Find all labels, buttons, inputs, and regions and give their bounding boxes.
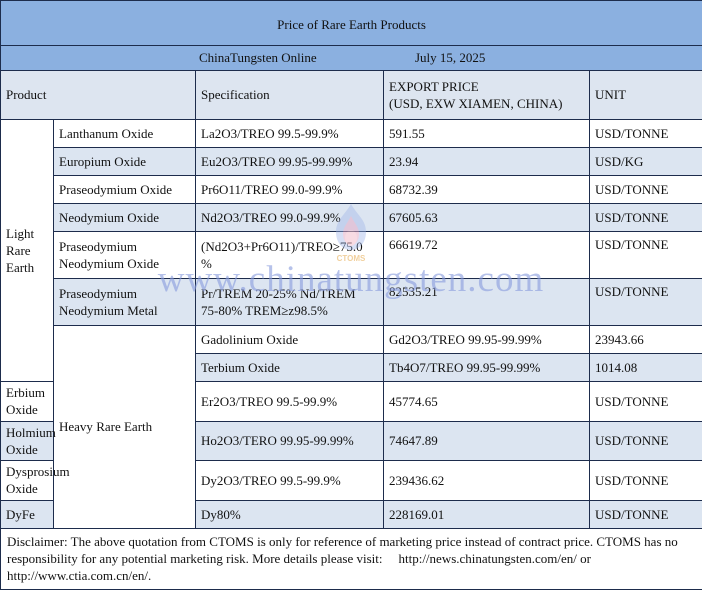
source-label: ChinaTungsten Online [199, 46, 317, 70]
cell-specification: Pr/TREM 20-25% Nd/TREM 75-80% TREM≥z98.5… [196, 279, 384, 326]
cell-price: 45774.65 [384, 382, 590, 422]
column-header-product: Product [1, 71, 196, 120]
group-line-1: Heavy [59, 419, 93, 434]
subtitle-bar: ChinaTungsten Online July 15, 2025 [1, 46, 702, 71]
cell-unit: USD/TONNE [590, 461, 702, 501]
cell-specification: Pr6O11/TREO 99.0-99.9% [196, 176, 384, 204]
date-label: July 15, 2025 [415, 46, 485, 70]
table-row: Praseodymium Neodymium Metal Pr/TREM 20-… [1, 279, 702, 326]
group-line-2: Rare [96, 419, 121, 434]
cell-specification: (Nd2O3+Pr6O11)/TREO≥75.0 % [196, 232, 384, 279]
cell-unit: USD/KG [590, 148, 702, 176]
cell-specification: Dy2O3/TREO 99.5-99.9% [196, 461, 384, 501]
column-header-export-price: EXPORT PRICE (USD, EXW XIAMEN, CHINA) [384, 71, 590, 120]
cell-product: Neodymium Oxide [54, 204, 196, 232]
cell-unit: USD/TONNE [590, 176, 702, 204]
group-line-3: Earth [6, 260, 34, 275]
cell-price: 74647.89 [384, 421, 590, 461]
group-line-3: Earth [124, 419, 152, 434]
disclaimer-conjunction: or [580, 551, 591, 566]
disclaimer-cell: Disclaimer: The above quotation from CTO… [1, 528, 702, 589]
table-row: Neodymium Oxide Nd2O3/TREO 99.0-99.9% 67… [1, 204, 702, 232]
table-row: Heavy Rare Earth Gadolinium Oxide Gd2O3/… [1, 326, 702, 354]
export-price-line1: EXPORT PRICE [389, 78, 584, 95]
cell-price: 228169.01 [384, 500, 590, 528]
group-label-light-rare-earth: Light Rare Earth [1, 120, 54, 382]
cell-price: 66619.72 [384, 232, 590, 279]
cell-price: 82535.21 [384, 279, 590, 326]
disclaimer-link-news[interactable]: http://news.chinatungsten.com/en/ [398, 551, 576, 566]
cell-product: Lanthanum Oxide [54, 120, 196, 148]
cell-unit: USD/TONNE [590, 204, 702, 232]
table-row: Praseodymium Neodymium Oxide (Nd2O3+Pr6O… [1, 232, 702, 279]
group-label-heavy-rare-earth: Heavy Rare Earth [54, 326, 196, 529]
table-row: Praseodymium Oxide Pr6O11/TREO 99.0-99.9… [1, 176, 702, 204]
product-line-1: Praseodymium [59, 285, 190, 302]
product-line-1: Praseodymium [59, 238, 190, 255]
table-row: Europium Oxide Eu2O3/TREO 99.95-99.99% 2… [1, 148, 702, 176]
spec-line-2: 75-80% TREM≥z98.5% [201, 302, 378, 319]
cell-product: Terbium Oxide [196, 354, 384, 382]
subtitle-inner: ChinaTungsten Online July 15, 2025 [1, 46, 702, 70]
cell-price: 239436.62 [384, 461, 590, 501]
cell-product: Praseodymium Neodymium Metal [54, 279, 196, 326]
cell-specification: La2O3/TREO 99.5-99.9% [196, 120, 384, 148]
cell-product: Erbium Oxide [1, 382, 54, 422]
cell-product: Praseodymium Neodymium Oxide [54, 232, 196, 279]
column-header-row: Product Specification EXPORT PRICE (USD,… [1, 71, 702, 120]
cell-product: Europium Oxide [54, 148, 196, 176]
spec-line-1: (Nd2O3+Pr6O11)/TREO≥75.0 [201, 238, 378, 255]
cell-product: Holmium Oxide [1, 421, 54, 461]
cell-product: Praseodymium Oxide [54, 176, 196, 204]
cell-specification: Eu2O3/TREO 99.95-99.99% [196, 148, 384, 176]
cell-price: 23.94 [384, 148, 590, 176]
cell-unit: USD/TONNE [590, 382, 702, 422]
column-header-unit: UNIT [590, 71, 702, 120]
group-line-1: Light [6, 226, 34, 241]
cell-price: 67605.63 [384, 204, 590, 232]
product-line-2: Neodymium Oxide [59, 255, 190, 272]
cell-price: 591.55 [384, 120, 590, 148]
cell-unit: USD/TONNE [590, 232, 702, 279]
cell-product: DyFe [1, 500, 54, 528]
cell-unit: USD/TONNE [590, 421, 702, 461]
spec-line-1: Pr/TREM 20-25% Nd/TREM [201, 285, 378, 302]
cell-product: Dysprosium Oxide [1, 461, 54, 501]
title-row: Price of Rare Earth Products [1, 1, 702, 46]
export-price-line2: (USD, EXW XIAMEN, CHINA) [389, 95, 584, 112]
cell-specification: Er2O3/TREO 99.5-99.9% [196, 382, 384, 422]
cell-specification: Dy80% [196, 500, 384, 528]
cell-specification: Nd2O3/TREO 99.0-99.9% [196, 204, 384, 232]
disclaimer-row: Disclaimer: The above quotation from CTO… [1, 528, 702, 589]
cell-specification: Ho2O3/TERO 99.95-99.99% [196, 421, 384, 461]
disclaimer-text: Disclaimer: The above quotation from CTO… [7, 534, 678, 566]
subtitle-row: ChinaTungsten Online July 15, 2025 [1, 46, 702, 71]
cell-price: 1014.08 [590, 354, 702, 382]
spec-line-2: % [201, 255, 378, 272]
cell-price: 23943.66 [590, 326, 702, 354]
product-line-2: Neodymium Metal [59, 302, 190, 319]
cell-product: Gadolinium Oxide [196, 326, 384, 354]
rare-earth-price-sheet: CTOMS www.chinatungsten.com Price of Rar… [0, 0, 702, 518]
group-line-2: Rare [6, 243, 31, 258]
cell-specification: Tb4O7/TREO 99.95-99.99% [384, 354, 590, 382]
page-title: Price of Rare Earth Products [1, 1, 702, 46]
table-row: Light Rare Earth Lanthanum Oxide La2O3/T… [1, 120, 702, 148]
cell-unit: USD/TONNE [590, 120, 702, 148]
cell-unit: USD/TONNE [590, 500, 702, 528]
disclaimer-link-ctia[interactable]: http://www.ctia.com.cn/en/. [7, 568, 151, 583]
cell-unit: USD/TONNE [590, 279, 702, 326]
cell-price: 68732.39 [384, 176, 590, 204]
column-header-specification: Specification [196, 71, 384, 120]
cell-specification: Gd2O3/TREO 99.95-99.99% [384, 326, 590, 354]
